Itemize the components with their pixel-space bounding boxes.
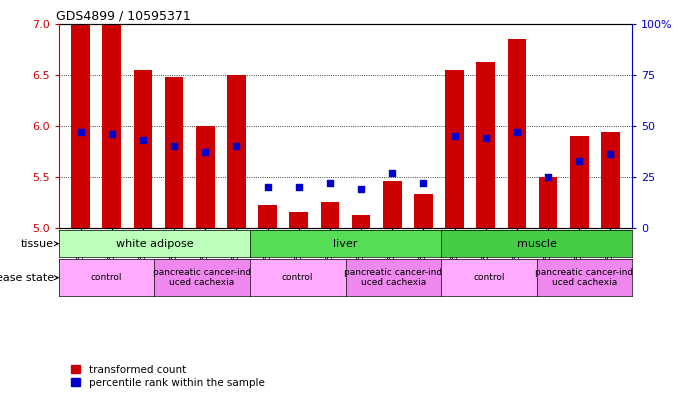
Bar xyxy=(258,206,277,228)
Text: muscle: muscle xyxy=(517,239,557,249)
Bar xyxy=(601,132,620,228)
Point xyxy=(418,180,429,186)
Bar xyxy=(476,62,495,228)
Point xyxy=(231,143,242,149)
Point xyxy=(138,137,149,143)
Text: control: control xyxy=(282,273,314,282)
Point xyxy=(480,135,491,141)
Text: control: control xyxy=(473,273,504,282)
Point xyxy=(449,133,460,139)
Bar xyxy=(352,215,370,228)
Bar xyxy=(133,70,152,228)
Text: pancreatic cancer-ind
uced cachexia: pancreatic cancer-ind uced cachexia xyxy=(153,268,252,287)
Text: tissue: tissue xyxy=(21,239,54,249)
Bar xyxy=(102,24,121,228)
Text: pancreatic cancer-ind
uced cachexia: pancreatic cancer-ind uced cachexia xyxy=(536,268,634,287)
Text: liver: liver xyxy=(333,239,358,249)
Point xyxy=(511,129,522,135)
Bar xyxy=(570,136,589,228)
Bar xyxy=(383,181,401,228)
Bar xyxy=(227,75,246,228)
Point xyxy=(542,174,553,180)
Bar xyxy=(414,194,433,228)
Point xyxy=(293,184,304,190)
Bar xyxy=(539,177,558,228)
Bar xyxy=(445,70,464,228)
Point xyxy=(324,180,335,186)
Text: white adipose: white adipose xyxy=(115,239,193,249)
Legend: transformed count, percentile rank within the sample: transformed count, percentile rank withi… xyxy=(71,365,265,388)
Bar xyxy=(321,202,339,228)
Text: control: control xyxy=(91,273,122,282)
Point xyxy=(200,149,211,156)
Point xyxy=(356,186,367,192)
Point xyxy=(75,129,86,135)
Text: disease state: disease state xyxy=(0,273,54,283)
Point xyxy=(169,143,180,149)
Bar xyxy=(508,39,527,228)
Text: pancreatic cancer-ind
uced cachexia: pancreatic cancer-ind uced cachexia xyxy=(344,268,442,287)
Point xyxy=(574,157,585,163)
Text: GDS4899 / 10595371: GDS4899 / 10595371 xyxy=(56,9,191,22)
Point xyxy=(387,170,398,176)
Bar xyxy=(164,77,183,228)
Bar xyxy=(71,24,90,228)
Bar xyxy=(196,126,215,228)
Point xyxy=(605,151,616,158)
Point xyxy=(106,131,117,137)
Bar xyxy=(290,211,308,228)
Point xyxy=(262,184,273,190)
